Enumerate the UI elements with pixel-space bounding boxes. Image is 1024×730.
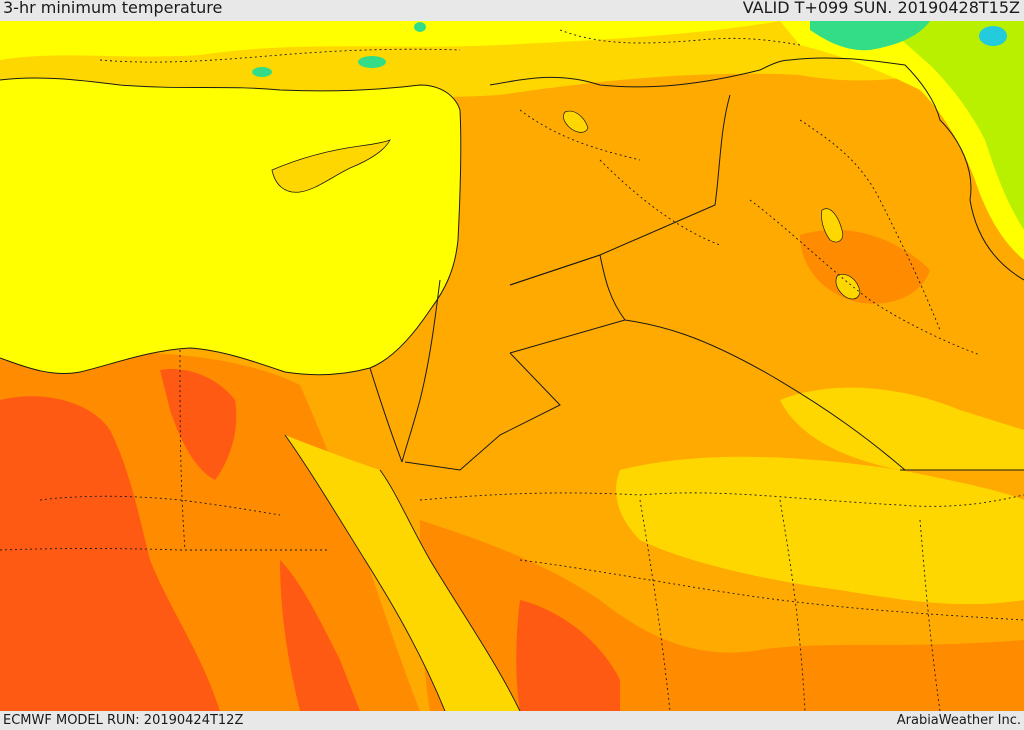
iraq-hot-patch [800, 229, 930, 304]
hejaz-hot-patch [516, 600, 620, 711]
country-borders [369, 57, 1024, 471]
saudi-internal-1 [419, 492, 1024, 507]
red-sea-east-coast [379, 469, 521, 711]
temperature-map [0, 21, 1024, 711]
header-bar: 3-hr minimum temperature VALID T+099 SUN… [0, 0, 1024, 21]
lake-razzaza [835, 274, 861, 300]
saudi-internal-3 [639, 499, 671, 711]
map-title: 3-hr minimum temperature [3, 0, 223, 17]
border-egypt-israel [369, 367, 403, 463]
border-iraq-iran [789, 57, 1024, 281]
border-jordan-north [509, 254, 626, 354]
turkey-internal-1 [99, 48, 461, 63]
red-sea-west-coast [284, 434, 446, 711]
ne-green-area [880, 21, 1024, 230]
lake-assad [562, 110, 589, 133]
saudi-internal-5 [919, 519, 941, 711]
ne-teal-patch [810, 21, 930, 51]
credit: ArabiaWeather Inc. [896, 713, 1021, 728]
egypt-internal-2 [39, 495, 281, 516]
med-coastline [0, 77, 462, 376]
turkey-teal-patch-1 [252, 67, 272, 77]
mediterranean-sea [0, 77, 461, 375]
kuwait-light-band [780, 387, 1024, 470]
turkey-internal-2 [559, 29, 801, 46]
map-canvas [0, 21, 1024, 711]
cyprus-island [271, 139, 391, 193]
red-sea [285, 435, 520, 711]
province-borders [0, 29, 1024, 711]
border-turkey-syria [489, 59, 791, 88]
border-egypt-sudan [0, 548, 330, 551]
north-light-band [0, 21, 780, 60]
saudi-internal-4 [779, 499, 806, 711]
arabia-light-band [616, 456, 1024, 605]
valid-time: VALID T+099 SUN. 20190428T15Z [742, 0, 1020, 17]
egypt-south-hot [280, 560, 360, 711]
border-syria-iraq [509, 94, 731, 286]
border-jordan-saudi [404, 352, 561, 471]
footer-bar: ECMWF MODEL RUN: 20190424T12Z ArabiaWeat… [0, 711, 1024, 729]
egypt-internal-1 [179, 349, 186, 551]
lake-tharthar [821, 208, 844, 243]
model-run: ECMWF MODEL RUN: 20190424T12Z [3, 713, 244, 728]
nile-delta-hot [160, 369, 237, 480]
border-israel-jordan [401, 279, 441, 463]
iraq-internal-2 [749, 199, 981, 356]
turkey-teal-patch-3 [414, 22, 426, 32]
turkey-teal-patch-2 [358, 56, 386, 68]
border-iraq-saudi [624, 319, 906, 471]
ne-cyan-patch [979, 26, 1007, 46]
egypt-west-hot [0, 396, 220, 711]
syria-internal-1 [519, 109, 641, 161]
